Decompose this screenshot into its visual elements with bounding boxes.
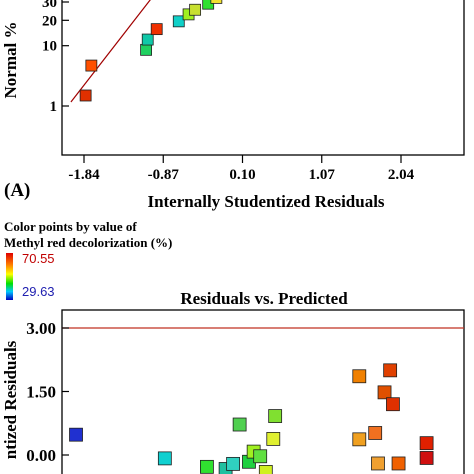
normal-plot-point (172, 15, 185, 28)
normal-plot-reference-line (70, 0, 151, 103)
residuals-plot-y-axis-title: ntized Residuals (1, 340, 20, 459)
normal-plot-points (79, 0, 223, 102)
normal-plot-point (79, 89, 92, 102)
normal-plot-y-axis-title: Normal % (1, 22, 20, 99)
normal-plot-y-tick-label: 20 (42, 13, 57, 29)
residuals-plot-point (419, 451, 434, 465)
normal-plot-point (189, 3, 202, 16)
normal-plot-x-tick-label: 2.04 (388, 167, 415, 183)
residuals-plot-y-tick-label: 0.00 (26, 446, 56, 465)
residuals-plot-point (266, 432, 281, 446)
normal-plot-y-tick-label: 10 (42, 39, 57, 55)
normal-plot-point (141, 33, 154, 46)
legend-min-value: 29.63 (22, 284, 55, 299)
residuals-plot-point (69, 427, 83, 442)
residuals-plot-point (371, 456, 385, 471)
residuals-plot-point (386, 397, 400, 412)
normal-plot-x-tick-label: 1.07 (309, 167, 336, 183)
residuals-plot-y-ticks: 3.00 1.50 0.00 (26, 319, 69, 465)
residuals-plot-point (157, 451, 172, 466)
legend-line1: Color points by value of (4, 219, 137, 234)
residuals-plot-points (69, 363, 434, 474)
legend-line2: Methyl red decolorization (%) (4, 235, 172, 250)
legend-color-bar (6, 253, 13, 300)
color-legend: Color points by value of Methyl red deco… (4, 219, 172, 300)
normal-plot-x-tick-label: -1.84 (68, 167, 100, 183)
panel-label: (A) (4, 180, 30, 201)
residuals-plot-point (258, 465, 273, 474)
residuals-plot-frame (61, 309, 465, 474)
normal-plot-x-tick-label: 0.10 (229, 167, 255, 183)
normal-plot-y-tick-label: 30 (42, 0, 57, 11)
residuals-plot-y-tick-label: 3.00 (26, 319, 56, 338)
normal-plot-y-tick-label: 1 (50, 99, 58, 115)
residuals-plot-point (226, 456, 240, 471)
residuals-plot-title: Residuals vs. Predicted (180, 289, 348, 308)
residuals-plot-point (200, 459, 214, 474)
residuals-plot-point (383, 363, 398, 378)
residuals-plot-point (268, 409, 283, 423)
normal-plot-x-axis-title: Internally Studentized Residuals (147, 192, 384, 211)
normal-plot-frame (61, 0, 465, 156)
normal-plot-y-ticks: 1 10 20 30 (42, 0, 69, 115)
normal-plot-x-ticks: -1.84 -0.87 0.10 1.07 2.04 (68, 155, 415, 183)
normal-plot-x-tick-label: -0.87 (148, 167, 180, 183)
residuals-plot-point (253, 449, 268, 464)
residuals-plot-point (368, 426, 383, 440)
residuals-plot-point (419, 436, 434, 451)
residuals-plot-point (352, 432, 367, 447)
residuals-plot: Residuals vs. Predicted 3.00 1.50 0.00 nti… (1, 289, 465, 474)
residuals-plot-point (352, 369, 367, 384)
normal-plot-point (85, 59, 98, 72)
normal-plot-point (140, 43, 152, 56)
residuals-plot-point (377, 385, 392, 400)
residuals-plot-point (232, 417, 247, 432)
residuals-plot-y-tick-label: 1.50 (26, 383, 56, 402)
legend-max-value: 70.55 (22, 251, 55, 266)
normal-plot-point (150, 23, 163, 36)
normal-plot-point (210, 0, 223, 4)
residuals-plot-point (391, 456, 406, 471)
